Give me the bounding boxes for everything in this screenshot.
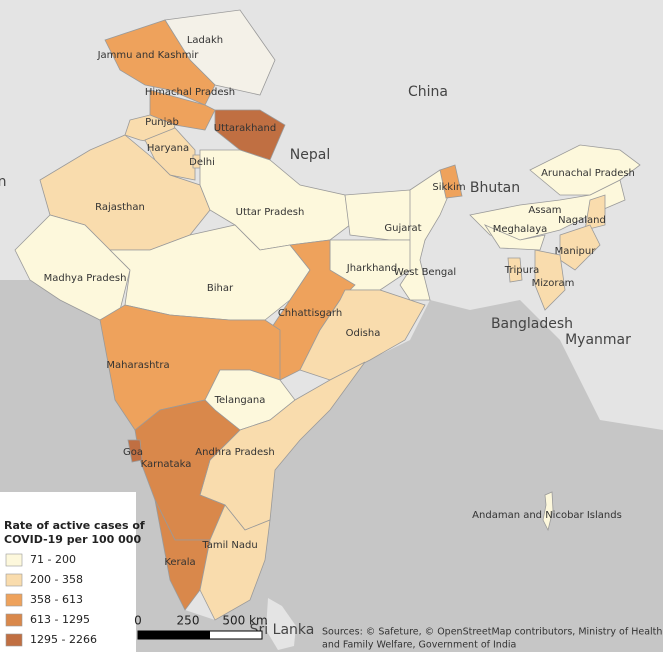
legend-swatch [5, 553, 23, 567]
state-label: Uttar Pradesh [236, 207, 305, 218]
legend-label: 71 - 200 [30, 553, 76, 566]
state-label: Rajasthan [95, 202, 145, 213]
state-area [483, 224, 546, 251]
state-label: Nagaland [558, 215, 606, 226]
state-label: Madhya Pradesh [44, 273, 127, 284]
legend-label: 1295 - 2266 [30, 633, 97, 646]
legend-title: Rate of active cases of [4, 519, 145, 532]
state-label: Karnataka [141, 459, 192, 470]
state-label: Himachal Pradesh [145, 87, 235, 98]
state-label: Haryana [147, 143, 189, 154]
scale-bar-segment [138, 631, 210, 639]
state-label: Sikkim [432, 182, 465, 193]
state-label: Odisha [346, 328, 381, 339]
legend-label: 358 - 613 [30, 593, 83, 606]
state-label: Punjab [145, 117, 179, 128]
country-label: Nepal [290, 147, 330, 163]
sources-text: Sources: © Safeture, © OpenStreetMap con… [322, 627, 662, 638]
legend-swatch [5, 573, 23, 587]
state-area [127, 439, 143, 463]
scale-label: 0 [134, 614, 142, 628]
state-label: Telangana [214, 395, 266, 406]
sri-lanka [266, 598, 296, 650]
state-label: Meghalaya [493, 224, 548, 235]
legend-swatch [5, 593, 23, 607]
state-area [584, 194, 606, 231]
state-label: Uttarakhand [214, 123, 276, 134]
state-label: Andhra Pradesh [195, 447, 274, 458]
state-label: Maharashtra [106, 360, 169, 371]
state-label: West Bengal [394, 267, 456, 278]
state-area [542, 491, 554, 532]
state-label: Chhattisgarh [278, 308, 342, 319]
legend-title: COVID-19 per 100 000 [4, 533, 141, 546]
state-label: Gujarat [384, 223, 421, 234]
country-label: China [408, 84, 448, 100]
state-label: Goa [123, 447, 143, 458]
sources-text: and Family Welfare, Government of India [322, 640, 516, 651]
state-area [199, 504, 271, 621]
country-label: Bangladesh [491, 316, 573, 332]
state-label: Assam [528, 205, 561, 216]
state-area [507, 257, 523, 283]
state-label: Jammu and Kashmir [97, 50, 200, 61]
state-area [534, 249, 566, 311]
country-label: n [0, 174, 6, 190]
state-area [299, 289, 426, 381]
state-area [14, 214, 131, 321]
legend-label: 613 - 1295 [30, 613, 90, 626]
scale-label: 250 [177, 614, 200, 628]
state-label: Ladakh [187, 35, 223, 46]
state-label: Manipur [555, 246, 597, 257]
state-label: Andaman and Nicobar Islands [472, 510, 622, 521]
scale-label: 500 km [222, 614, 267, 628]
state-label: Delhi [189, 157, 215, 168]
legend-label: 200 - 358 [30, 573, 83, 586]
state-area [439, 164, 463, 199]
country-label: Myanmar [565, 332, 631, 348]
state-label: Tamil Nadu [201, 540, 257, 551]
state-label: Mizoram [532, 278, 575, 289]
state-label: Kerala [164, 557, 195, 568]
legend-swatch [5, 613, 23, 627]
country-label: Bhutan [470, 180, 520, 196]
scale-bar [137, 630, 263, 640]
state-label: Arunachal Pradesh [541, 168, 635, 179]
legend-box [0, 492, 136, 652]
legend-swatch [5, 633, 23, 647]
state-label: Tripura [504, 265, 539, 276]
state-area [529, 144, 641, 196]
state-label: Bihar [207, 283, 234, 294]
country-label: Sri Lanka [250, 622, 315, 638]
state-label: Jharkhand [346, 263, 397, 274]
